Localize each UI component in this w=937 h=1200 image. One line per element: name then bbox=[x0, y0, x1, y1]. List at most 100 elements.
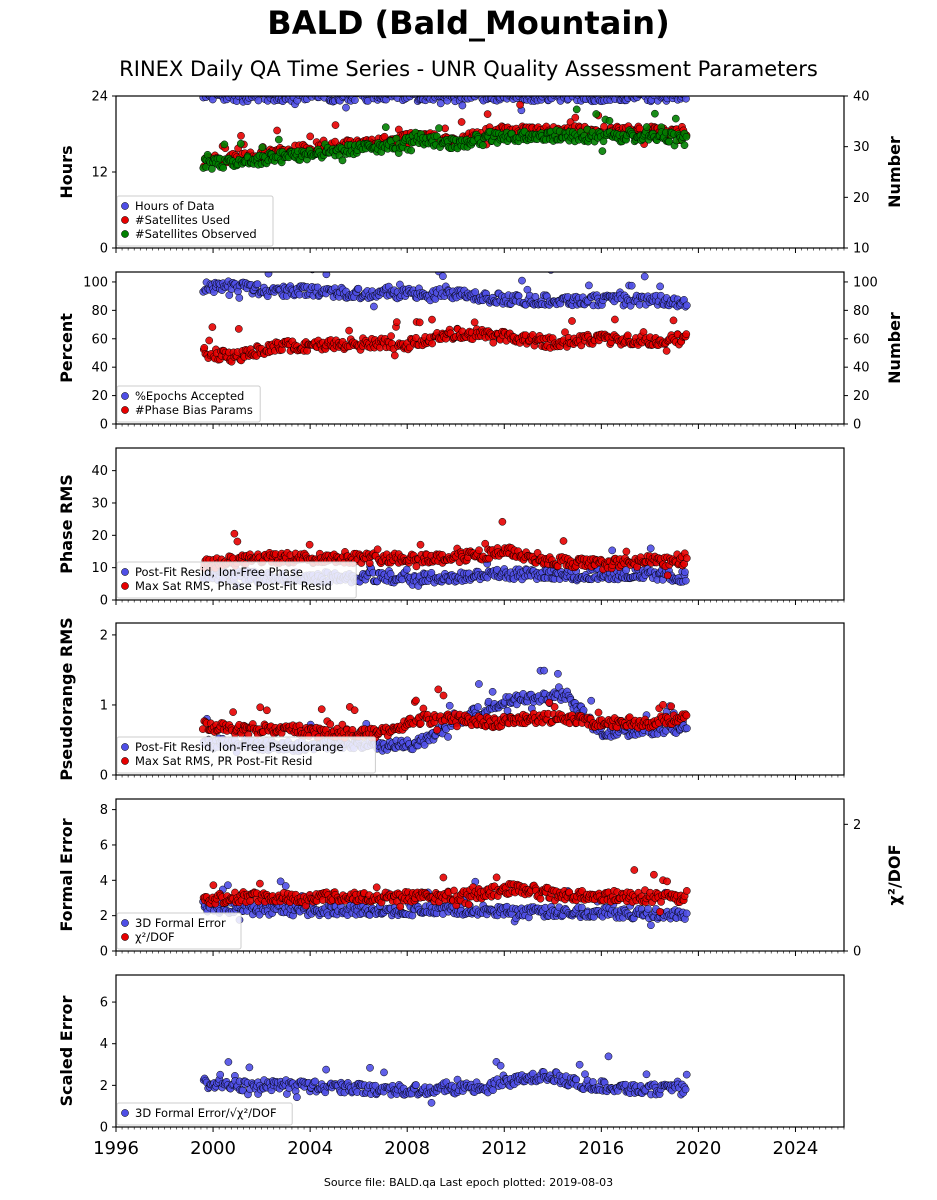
data-point bbox=[642, 123, 651, 131]
data-point bbox=[208, 96, 217, 104]
data-point bbox=[295, 88, 302, 95]
data-point bbox=[597, 87, 604, 94]
data-point bbox=[604, 88, 611, 95]
data-point bbox=[682, 909, 691, 918]
data-point bbox=[680, 141, 689, 150]
data-point bbox=[253, 280, 262, 288]
data-point bbox=[598, 147, 607, 155]
data-point bbox=[445, 701, 454, 710]
data-point bbox=[210, 88, 217, 95]
data-point bbox=[266, 88, 273, 95]
data-point bbox=[233, 88, 240, 95]
y-tick-label: 24 bbox=[91, 90, 108, 105]
legend-box bbox=[116, 385, 261, 423]
data-point bbox=[475, 87, 482, 94]
data-point bbox=[471, 96, 475, 97]
data-point bbox=[256, 879, 264, 888]
y-tick-label: 100 bbox=[83, 275, 108, 290]
data-point bbox=[392, 318, 401, 326]
y-right-tick-label: 20 bbox=[853, 191, 870, 206]
data-point bbox=[372, 77, 379, 84]
data-point bbox=[322, 272, 331, 279]
data-point bbox=[474, 84, 481, 91]
data-point bbox=[254, 96, 263, 105]
data-point bbox=[405, 88, 412, 95]
y-tick-label: 0 bbox=[100, 242, 108, 257]
data-point bbox=[613, 81, 620, 88]
data-point bbox=[306, 132, 315, 141]
data-point bbox=[390, 351, 399, 360]
legend-entry: Max Sat RMS, Phase Post-Fit Resid bbox=[135, 579, 332, 593]
legend-box bbox=[116, 736, 376, 774]
data-point bbox=[436, 99, 445, 108]
data-point bbox=[475, 680, 483, 688]
data-point bbox=[576, 96, 581, 97]
data-point bbox=[230, 529, 239, 538]
data-point bbox=[317, 705, 326, 714]
data-point bbox=[331, 121, 340, 129]
y-axis-label: Hours bbox=[57, 145, 76, 198]
data-point bbox=[516, 100, 524, 109]
series-1 bbox=[199, 272, 691, 311]
data-point bbox=[338, 156, 347, 165]
legend-entry: #Phase Bias Params bbox=[135, 403, 253, 417]
data-point bbox=[354, 284, 363, 293]
data-point bbox=[402, 565, 411, 574]
data-point bbox=[587, 696, 596, 705]
data-point bbox=[350, 88, 357, 95]
data-point bbox=[667, 702, 676, 711]
y-right-axis-label: Number bbox=[885, 312, 904, 384]
data-point bbox=[504, 88, 511, 95]
data-points bbox=[199, 272, 691, 366]
data-point bbox=[478, 89, 485, 96]
data-point bbox=[236, 139, 245, 148]
data-point bbox=[616, 87, 623, 94]
data-point bbox=[651, 96, 655, 97]
series-2 bbox=[199, 315, 691, 366]
panel-3: 0 10 20 30 40 Phase RMS Post-Fit Resid, Ion-Fr… bbox=[57, 447, 845, 609]
data-point bbox=[444, 733, 452, 741]
y-tick-label: 40 bbox=[91, 464, 108, 479]
legend-marker bbox=[121, 743, 129, 751]
data-point bbox=[203, 88, 210, 95]
legend-entry: Post-Fit Resid, Ion-Free Pseudorange bbox=[135, 740, 343, 754]
data-point bbox=[683, 724, 691, 733]
data-point bbox=[461, 88, 468, 95]
data-point bbox=[483, 110, 492, 118]
data-point bbox=[682, 88, 689, 95]
data-point bbox=[387, 332, 395, 340]
y-right-tick-label: 40 bbox=[853, 90, 870, 105]
data-point bbox=[682, 96, 690, 103]
data-point bbox=[669, 316, 678, 325]
data-point bbox=[360, 88, 367, 95]
legend: Hours of Data#Satellites Used#Satellites… bbox=[116, 195, 274, 247]
data-point bbox=[212, 87, 219, 94]
data-point bbox=[229, 708, 237, 716]
y-tick-label: 60 bbox=[91, 332, 108, 347]
data-point bbox=[305, 540, 314, 549]
data-point bbox=[297, 88, 304, 95]
data-point bbox=[571, 88, 578, 95]
data-point bbox=[671, 114, 680, 123]
data-point bbox=[209, 881, 218, 890]
data-point bbox=[458, 101, 467, 110]
data-point bbox=[465, 96, 469, 97]
data-point bbox=[237, 131, 245, 140]
data-point bbox=[233, 537, 242, 546]
y-tick-label: 2 bbox=[100, 628, 108, 643]
data-point bbox=[338, 720, 347, 729]
data-point bbox=[262, 87, 269, 94]
data-point bbox=[309, 71, 316, 78]
legend-marker bbox=[121, 582, 129, 590]
legend-entry: Post-Fit Resid, Ion-Free Phase bbox=[135, 565, 303, 579]
panel-4: 0 1 2 Pseudorange RMS Post-Fit Resid, Ion-Fr… bbox=[57, 617, 845, 784]
legend-box bbox=[116, 561, 357, 599]
data-point bbox=[426, 88, 433, 95]
panel-2: 0 20 40 60 80 100 0 20 40 60 80 100 Percent Number %Ep… bbox=[57, 271, 904, 433]
y-tick-label: 80 bbox=[91, 304, 108, 319]
data-points bbox=[199, 866, 691, 930]
data-point bbox=[568, 317, 576, 325]
data-points bbox=[199, 71, 691, 173]
data-point bbox=[394, 87, 401, 94]
